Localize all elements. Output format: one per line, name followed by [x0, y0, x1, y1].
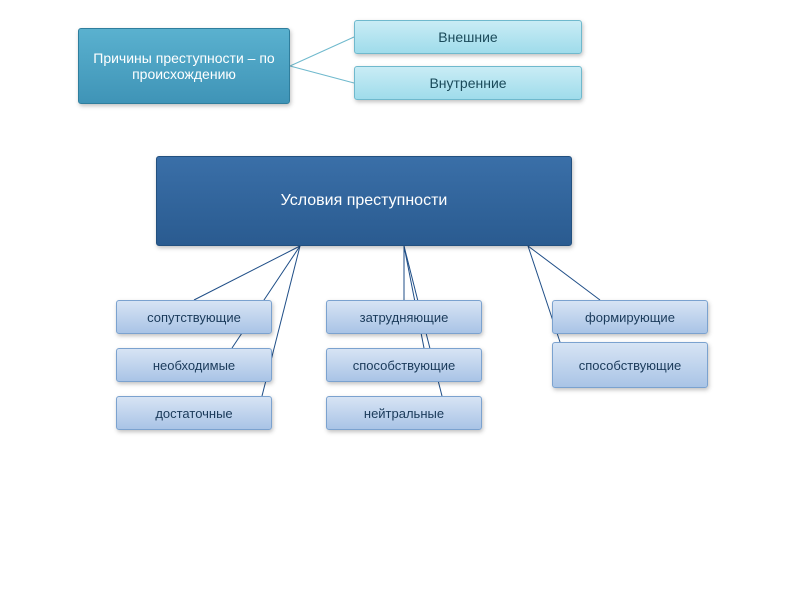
node-c2c: нейтральные	[326, 396, 482, 430]
node-c2b: способствующие	[326, 348, 482, 382]
node-ext-label: Внешние	[438, 29, 497, 45]
node-c2c-label: нейтральные	[364, 406, 444, 421]
node-c1b-label: необходимые	[153, 358, 235, 373]
node-c3a-label: формирующие	[585, 310, 675, 325]
node-ext: Внешние	[354, 20, 582, 54]
node-c3b-label: способствующие	[579, 358, 681, 373]
node-root2: Условия преступности	[156, 156, 572, 246]
node-root1-label: Причины преступности – по происхождению	[85, 50, 283, 82]
node-root2-label: Условия преступности	[281, 192, 448, 210]
node-c3a: формирующие	[552, 300, 708, 334]
node-c1a: сопутствующие	[116, 300, 272, 334]
node-c1b: необходимые	[116, 348, 272, 382]
node-c1a-label: сопутствующие	[147, 310, 241, 325]
node-c3b: способствующие	[552, 342, 708, 388]
node-int-label: Внутренние	[429, 75, 506, 91]
node-c1c-label: достаточные	[155, 406, 232, 421]
node-int: Внутренние	[354, 66, 582, 100]
node-c1c: достаточные	[116, 396, 272, 430]
node-c2a-label: затрудняющие	[360, 310, 449, 325]
node-c2b-label: способствующие	[353, 358, 455, 373]
node-c2a: затрудняющие	[326, 300, 482, 334]
node-root1: Причины преступности – по происхождению	[78, 28, 290, 104]
